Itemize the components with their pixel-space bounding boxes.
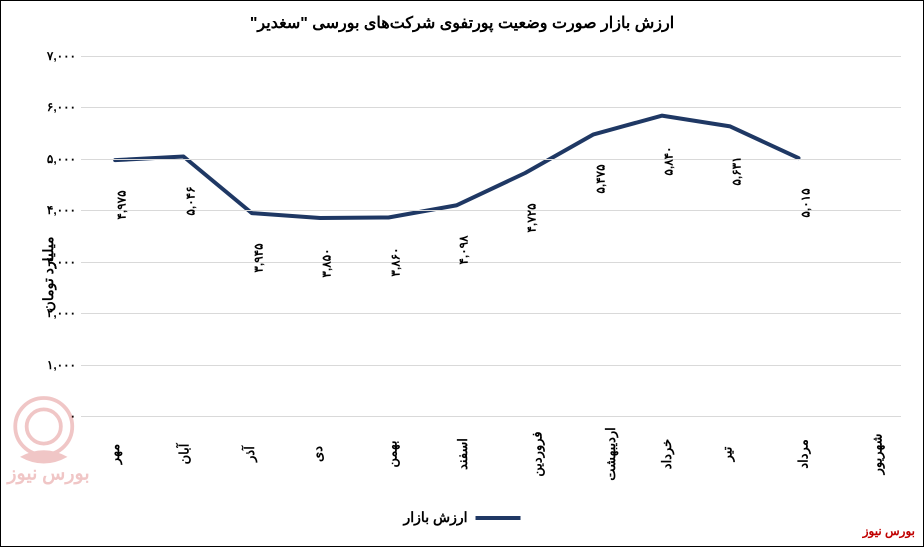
x-tick-label: تیر bbox=[720, 447, 736, 462]
axis-line bbox=[81, 416, 901, 417]
y-tick-label: ۷,۰۰۰ bbox=[31, 49, 76, 63]
data-label: ۳,۹۴۵ bbox=[251, 244, 265, 273]
x-tick-label: آذر bbox=[242, 446, 258, 462]
chart-title: ارزش بازار صورت وضعیت پورتفوی شرکت‌های ب… bbox=[1, 1, 923, 33]
x-tick-label: بهمن bbox=[384, 440, 400, 467]
watermark-text: بورس نیوز bbox=[863, 524, 915, 538]
x-tick-label: اسفند bbox=[455, 438, 471, 470]
legend-line bbox=[475, 516, 520, 520]
x-tick-label: شهریور bbox=[869, 434, 885, 475]
data-label: ۵,۴۷۵ bbox=[593, 165, 607, 194]
grid-line bbox=[81, 107, 901, 108]
grid-line bbox=[81, 365, 901, 366]
y-tick-label: ۶,۰۰۰ bbox=[31, 100, 76, 114]
y-tick-label: ۲,۰۰۰ bbox=[31, 306, 76, 320]
legend-label: ارزش بازار bbox=[404, 509, 468, 526]
legend: ارزش بازار bbox=[404, 509, 521, 526]
line-series bbox=[81, 56, 901, 416]
x-tick-label: دی bbox=[310, 446, 326, 462]
x-tick-label: مرداد bbox=[795, 439, 811, 468]
data-label: ۴,۹۷۵ bbox=[115, 191, 129, 220]
data-label: ۳,۸۶۰ bbox=[388, 248, 402, 277]
data-label: ۴,۰۹۸ bbox=[456, 236, 470, 265]
grid-line bbox=[81, 159, 901, 160]
data-label: ۴,۷۲۵ bbox=[525, 203, 539, 232]
grid-line bbox=[81, 56, 901, 57]
x-tick-label: اردیبهشت bbox=[602, 427, 618, 481]
watermark-logo: بورس نیوز bbox=[1, 386, 96, 486]
svg-text:بورس نیوز: بورس نیوز bbox=[5, 464, 89, 485]
data-label: ۵,۸۴۰ bbox=[661, 146, 675, 175]
y-axis-title: میلیارد تومان bbox=[40, 236, 57, 311]
y-tick-label: ۳,۰۰۰ bbox=[31, 255, 76, 269]
grid-line bbox=[81, 210, 901, 211]
x-tick-label: مهر bbox=[107, 444, 123, 464]
y-tick-label: ۵,۰۰۰ bbox=[31, 152, 76, 166]
x-tick-label: خرداد bbox=[659, 439, 675, 469]
data-label: ۵,۰۴۶ bbox=[183, 187, 197, 216]
grid-line bbox=[81, 313, 901, 314]
data-label: ۳,۸۵۰ bbox=[320, 248, 334, 277]
chart-container: ارزش بازار صورت وضعیت پورتفوی شرکت‌های ب… bbox=[0, 0, 924, 547]
grid-line bbox=[81, 262, 901, 263]
x-tick-label: فروردین bbox=[530, 431, 546, 476]
x-tick-label: آبان bbox=[176, 444, 192, 465]
y-tick-label: ۴,۰۰۰ bbox=[31, 203, 76, 217]
y-tick-label: ۱,۰۰۰ bbox=[31, 358, 76, 372]
data-label: ۵,۶۳۱ bbox=[730, 157, 744, 186]
plot-area: ۰۱,۰۰۰۲,۰۰۰۳,۰۰۰۴,۰۰۰۵,۰۰۰۶,۰۰۰۷,۰۰۰مهرآ… bbox=[81, 56, 901, 416]
data-label: ۵,۰۱۵ bbox=[798, 189, 812, 218]
